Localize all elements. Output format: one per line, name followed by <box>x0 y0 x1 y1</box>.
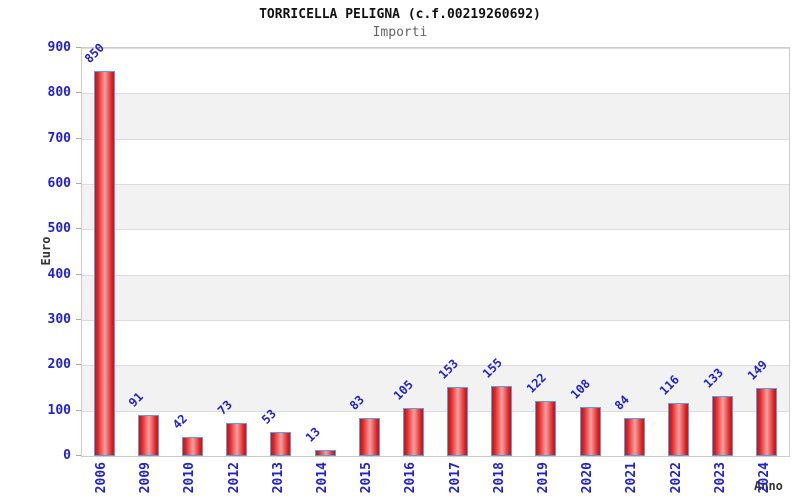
bar-2018 <box>491 385 513 456</box>
x-axis-tick-label: 2024 <box>756 462 772 494</box>
x-axis-tick-label: 2022 <box>668 462 684 494</box>
bar-2015 <box>358 418 380 456</box>
bar-2024 <box>756 388 778 456</box>
x-axis-tick-label: 2017 <box>447 462 463 494</box>
y-axis-tick-label: 300 <box>47 312 71 327</box>
y-axis-tick-label: 200 <box>47 357 71 373</box>
plot-stripe <box>82 274 789 320</box>
y-axis-tick-label: 900 <box>47 40 71 55</box>
x-axis-tick-label: 2020 <box>580 462 596 494</box>
x-axis-tick-label: 2016 <box>403 462 419 494</box>
gridline <box>82 93 789 95</box>
x-axis-tick-label: 2018 <box>491 462 507 494</box>
y-axis-tick-label: 400 <box>47 266 71 282</box>
x-axis-tick-label: 2006 <box>94 462 110 494</box>
x-axis-tick-label: 2019 <box>535 462 551 494</box>
bar-2016 <box>402 408 424 456</box>
x-axis-tick-label: 2013 <box>270 462 286 494</box>
y-axis-tick <box>76 92 81 94</box>
y-axis-tick <box>76 409 81 411</box>
bar-2010 <box>181 436 203 456</box>
bar-2019 <box>535 400 557 456</box>
x-axis-tick-label: 2023 <box>712 462 728 494</box>
plot-area: 850 91 42 73 53 13 83 105 153 155 122 108 84 116 133 14… <box>81 40 790 457</box>
x-axis-tick-label: 2014 <box>315 462 331 494</box>
bar-2014 <box>314 450 336 456</box>
bar-2006 <box>93 70 115 456</box>
y-axis-tick-label: 700 <box>47 130 71 146</box>
plot-stripe <box>82 184 789 230</box>
bar-2009 <box>137 414 159 456</box>
gridline <box>82 320 789 321</box>
y-axis-tick-label: 600 <box>47 176 71 191</box>
y-axis-tick <box>76 455 81 456</box>
gridline <box>82 48 789 49</box>
gridline <box>82 365 789 367</box>
y-axis-tick <box>76 228 81 230</box>
x-axis-title: Anno <box>754 479 783 493</box>
bar-2017 <box>447 386 469 456</box>
bar-2022 <box>668 403 690 456</box>
x-axis-tick-label: 2021 <box>624 462 640 494</box>
y-axis-tick <box>76 364 81 366</box>
y-axis-tick-label: 800 <box>47 85 71 101</box>
gridline <box>82 184 789 185</box>
x-axis-tick-label: 2010 <box>182 462 198 494</box>
plot-stripe <box>82 93 789 139</box>
y-axis-tick <box>76 273 81 275</box>
y-axis-tick-label: 500 <box>47 221 71 237</box>
bar-2021 <box>623 417 645 456</box>
bar-2023 <box>712 395 734 456</box>
x-axis-tick-label: 2012 <box>226 462 242 494</box>
y-axis-title: Euro <box>39 236 53 266</box>
bar-2013 <box>270 431 292 456</box>
bar-2012 <box>226 422 248 456</box>
chart-subtitle: Importi <box>372 25 428 40</box>
bar-value-label: 42 <box>170 411 191 432</box>
gridline <box>82 138 789 140</box>
gridline <box>82 410 789 412</box>
plot-stripe <box>82 365 789 411</box>
x-axis-tick-label: 2009 <box>138 462 154 494</box>
bar-value-label: 13 <box>302 424 323 445</box>
bar-2020 <box>579 407 601 456</box>
y-axis-tick <box>76 47 81 48</box>
y-axis-tick <box>76 137 81 139</box>
y-axis-tick <box>76 319 81 320</box>
y-axis-tick-label: 0 <box>63 448 71 463</box>
y-axis-tick <box>76 183 81 184</box>
chart-title: TORRICELLA PELIGNA (c.f.00219260692) <box>259 7 541 22</box>
bar-value-label: 850 <box>81 40 108 66</box>
gridline <box>82 274 789 276</box>
x-axis-tick-label: 2015 <box>359 462 375 494</box>
gridline <box>82 229 789 231</box>
y-axis-tick-label: 100 <box>47 402 71 418</box>
